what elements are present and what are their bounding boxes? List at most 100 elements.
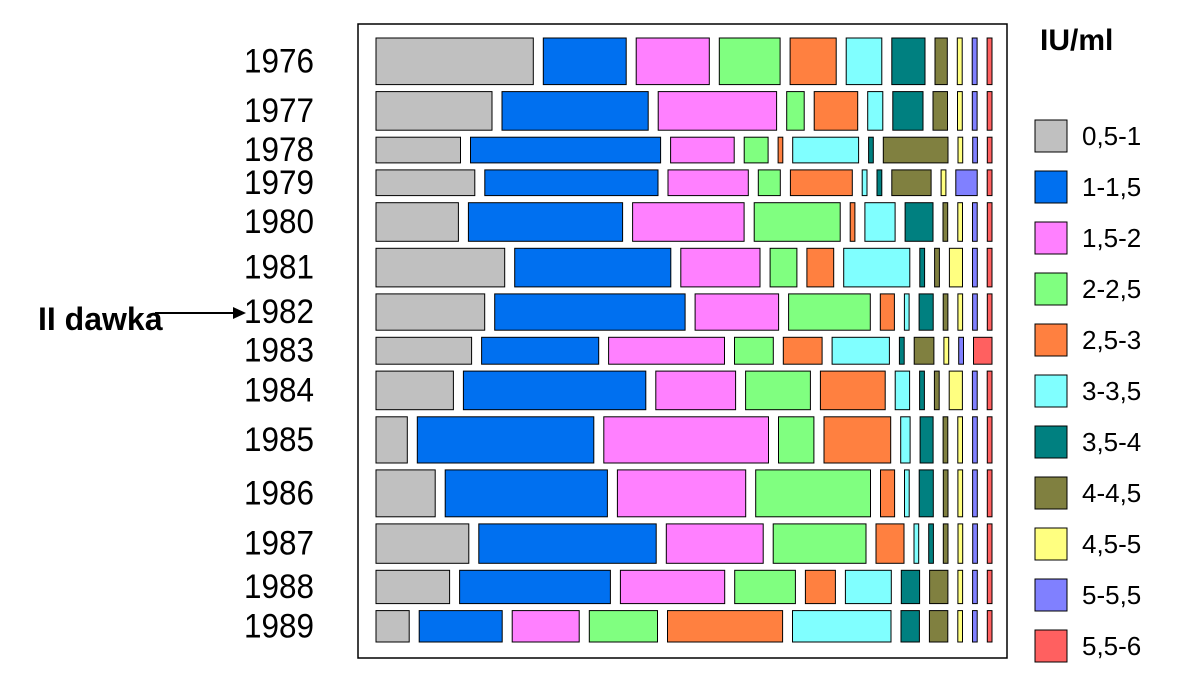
bar-1979-6 bbox=[861, 169, 868, 197]
bar-1980-3 bbox=[632, 202, 745, 242]
bar-1977-3 bbox=[657, 91, 778, 131]
bar-1988-7 bbox=[900, 569, 921, 605]
bar-1976-1 bbox=[375, 37, 534, 86]
bar-1982-8 bbox=[942, 293, 949, 331]
legend-swatch-9 bbox=[1034, 527, 1068, 561]
legend-swatch-2 bbox=[1034, 170, 1068, 204]
bar-1983-10 bbox=[958, 336, 965, 365]
bar-1986-9 bbox=[957, 469, 964, 518]
bar-1981-4 bbox=[769, 247, 798, 288]
year-label-1978: 1978 bbox=[244, 131, 314, 169]
bar-1978-6 bbox=[792, 136, 860, 164]
bar-1976-8 bbox=[934, 37, 948, 86]
legend-swatch-11 bbox=[1034, 629, 1068, 663]
bar-1977-6 bbox=[867, 91, 884, 131]
bar-1983-9 bbox=[943, 336, 950, 365]
bar-1978-7 bbox=[868, 136, 874, 164]
bar-1989-10 bbox=[972, 610, 978, 643]
bar-1986-11 bbox=[986, 469, 993, 518]
bar-1983-5 bbox=[782, 336, 823, 365]
bar-1980-6 bbox=[864, 202, 896, 242]
bar-1977-10 bbox=[971, 91, 978, 131]
bar-1976-7 bbox=[891, 37, 926, 86]
bar-1984-10 bbox=[971, 370, 978, 411]
bar-1984-2 bbox=[462, 370, 647, 411]
bar-1979-3 bbox=[667, 169, 749, 197]
bar-1983-7 bbox=[898, 336, 905, 365]
bar-1983-8 bbox=[913, 336, 935, 365]
bar-1985-4 bbox=[778, 416, 815, 464]
bar-1983-4 bbox=[734, 336, 774, 365]
bar-1977-1 bbox=[375, 91, 493, 131]
bar-1989-3 bbox=[511, 610, 580, 643]
bar-1987-10 bbox=[972, 523, 978, 564]
year-label-1981: 1981 bbox=[244, 249, 314, 287]
year-label-1977: 1977 bbox=[244, 92, 314, 130]
bar-1979-1 bbox=[375, 169, 476, 197]
bar-1978-1 bbox=[375, 136, 461, 164]
bar-1987-4 bbox=[772, 523, 867, 564]
bar-1989-1 bbox=[375, 610, 410, 643]
legend-label-11: 5,5-6 bbox=[1082, 631, 1141, 661]
bar-1977-2 bbox=[501, 91, 649, 131]
bar-1985-10 bbox=[972, 416, 978, 464]
bar-1983-11 bbox=[973, 336, 993, 365]
bar-1989-2 bbox=[418, 610, 503, 643]
bar-1985-5 bbox=[823, 416, 892, 464]
bar-1983-1 bbox=[375, 336, 473, 365]
bar-1980-10 bbox=[972, 202, 978, 242]
year-label-1983: 1983 bbox=[244, 332, 314, 370]
bar-1979-2 bbox=[484, 169, 659, 197]
legend-swatch-10 bbox=[1034, 578, 1068, 612]
bar-1985-7 bbox=[919, 416, 934, 464]
legend-label-10: 5-5,5 bbox=[1082, 580, 1141, 610]
bar-1981-9 bbox=[948, 247, 964, 288]
bar-1978-9 bbox=[957, 136, 964, 164]
year-label-1984: 1984 bbox=[244, 371, 314, 409]
bar-1983-3 bbox=[608, 336, 725, 365]
bar-1989-6 bbox=[792, 610, 892, 643]
bar-1979-4 bbox=[757, 169, 781, 197]
bar-1988-9 bbox=[957, 569, 964, 605]
annotation-arrow-head-icon bbox=[233, 307, 246, 319]
bar-1986-4 bbox=[755, 469, 872, 518]
bar-1982-6 bbox=[903, 293, 910, 331]
bar-1987-9 bbox=[957, 523, 964, 564]
annotation: II dawka bbox=[38, 301, 246, 337]
bar-1977-7 bbox=[892, 91, 924, 131]
legend: 0,5-1 1-1,5 1,5-2 2-2,5 2,5-3 3-3,5 3,5-4 4-4,5… bbox=[1034, 119, 1141, 663]
bar-1989-11 bbox=[986, 610, 993, 643]
year-label-1980: 1980 bbox=[244, 203, 314, 241]
bar-1982-9 bbox=[957, 293, 964, 331]
year-label-1985: 1985 bbox=[244, 421, 314, 459]
year-label-1986: 1986 bbox=[244, 474, 314, 512]
bar-1980-9 bbox=[957, 202, 963, 242]
bar-1986-1 bbox=[375, 469, 436, 518]
bar-1977-9 bbox=[957, 91, 963, 131]
legend-label-3: 1,5-2 bbox=[1082, 223, 1141, 253]
annotation-label: II dawka bbox=[38, 301, 163, 337]
bar-1984-4 bbox=[745, 370, 811, 411]
bar-1981-3 bbox=[680, 247, 761, 288]
bar-1987-6 bbox=[913, 523, 920, 564]
bar-1986-5 bbox=[880, 469, 896, 518]
bar-1980-2 bbox=[467, 202, 624, 242]
bar-1983-6 bbox=[831, 336, 890, 365]
bar-1976-3 bbox=[635, 37, 710, 86]
bars-group bbox=[375, 37, 993, 643]
year-label-1989: 1989 bbox=[244, 607, 314, 645]
bar-1976-10 bbox=[971, 37, 978, 86]
bar-1985-2 bbox=[416, 416, 595, 464]
bar-1984-6 bbox=[894, 370, 911, 411]
bar-1982-5 bbox=[879, 293, 895, 331]
bar-1976-2 bbox=[542, 37, 627, 86]
bar-1989-7 bbox=[900, 610, 920, 643]
bar-1987-7 bbox=[928, 523, 934, 564]
bar-1979-11 bbox=[986, 169, 993, 197]
bar-1985-1 bbox=[375, 416, 408, 464]
bar-1988-6 bbox=[844, 569, 892, 605]
bar-1986-2 bbox=[444, 469, 608, 518]
bar-1987-3 bbox=[665, 523, 764, 564]
bar-1984-1 bbox=[375, 370, 454, 411]
bar-1979-10 bbox=[955, 169, 978, 197]
